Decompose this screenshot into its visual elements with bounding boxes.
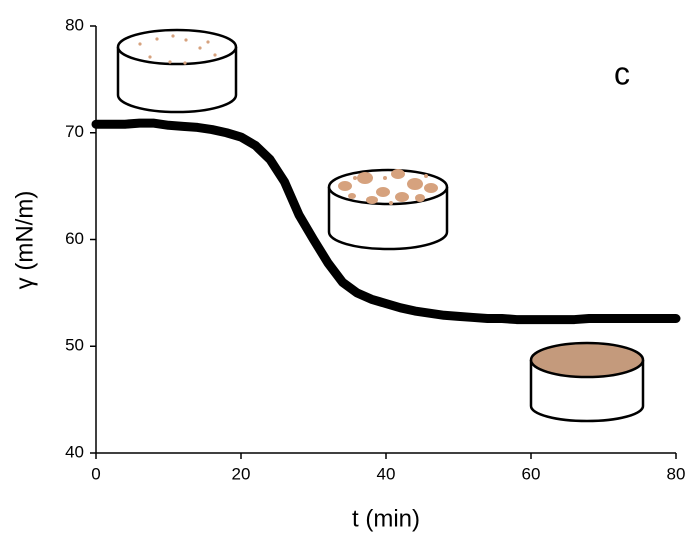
cylinder-icon — [529, 341, 645, 423]
x-axis-label: t (min) — [352, 505, 420, 532]
y-tick-label: 40 — [65, 442, 84, 461]
y-tick-label: 80 — [65, 15, 84, 34]
data-line — [91, 118, 681, 325]
x-tick-label: 60 — [522, 464, 541, 483]
y-tick-label: 60 — [65, 229, 84, 248]
y-axis-label: γ (mN/m) — [11, 191, 38, 290]
y-tick-label: 50 — [65, 336, 84, 355]
x-tick-label: 40 — [377, 464, 396, 483]
x-tick-label: 0 — [91, 464, 100, 483]
x-tick-label: 20 — [232, 464, 251, 483]
annotation: c — [614, 55, 630, 91]
cylinder-icon — [116, 28, 238, 114]
x-tick-label: 80 — [667, 464, 686, 483]
y-tick-label: 70 — [65, 122, 84, 141]
cylinder-icon — [327, 168, 449, 251]
